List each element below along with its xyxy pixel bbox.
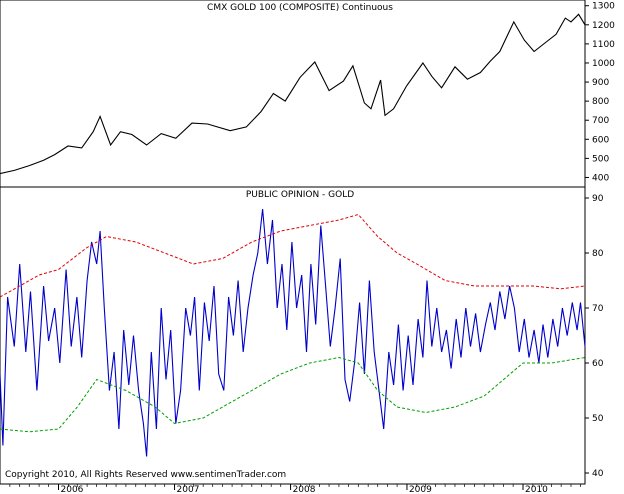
opinion-panel: PUBLIC OPINION - GOLD 90 80 70 60 50 40 Copyr… (0, 186, 604, 485)
price-chart-title: CMX GOLD 100 (COMPOSITE) Continuous (207, 3, 393, 13)
price-ytick-label: 1000 (592, 59, 615, 69)
price-ytick-label: 400 (592, 173, 609, 183)
opinion-plot-frame (0, 186, 586, 485)
opinion-series-group (0, 208, 586, 457)
price-ytick-label: 1200 (592, 21, 615, 31)
opinion-chart-title: PUBLIC OPINION - GOLD (246, 190, 354, 200)
x-year-tick-label: 2006 (61, 485, 84, 494)
price-ytick-label: 800 (592, 97, 609, 107)
price-plot-frame (0, 0, 586, 188)
opinion-y-axis: 90 80 70 60 50 40 (585, 194, 604, 479)
price-ytick-label: 500 (592, 154, 609, 164)
opinion-series-lower-band (0, 356, 586, 433)
x-axis: 2006 2007 2008 2009 2010 (0, 483, 585, 494)
opinion-series-line (0, 208, 586, 457)
x-year-tick-label: 2009 (409, 485, 432, 494)
price-ytick-label: 700 (592, 116, 609, 126)
opinion-ytick-label: 40 (592, 469, 604, 479)
price-panel: CMX GOLD 100 (COMPOSITE) Continuous 1300… (0, 0, 615, 188)
price-ytick-label: 1100 (592, 40, 615, 50)
price-y-axis: 1300 1200 1100 1000 900 800 700 600 500 400 (585, 2, 615, 183)
copyright-note: Copyright 2010, All Rights Reserved www.… (5, 470, 286, 480)
price-series-group (0, 13, 586, 175)
opinion-ytick-label: 60 (592, 359, 604, 369)
opinion-ytick-label: 70 (592, 304, 604, 314)
price-series-line (0, 13, 586, 175)
x-year-tick-label: 2007 (177, 485, 200, 494)
price-ytick-label: 900 (592, 78, 609, 88)
opinion-series-upper-band (0, 213, 586, 298)
opinion-ytick-label: 50 (592, 414, 604, 424)
opinion-ytick-label: 80 (592, 249, 604, 259)
price-ytick-label: 600 (592, 135, 609, 145)
opinion-ytick-label: 90 (592, 194, 604, 204)
x-year-tick-label: 2010 (525, 485, 548, 494)
x-year-tick-label: 2008 (293, 485, 316, 494)
price-ytick-label: 1300 (592, 2, 615, 12)
